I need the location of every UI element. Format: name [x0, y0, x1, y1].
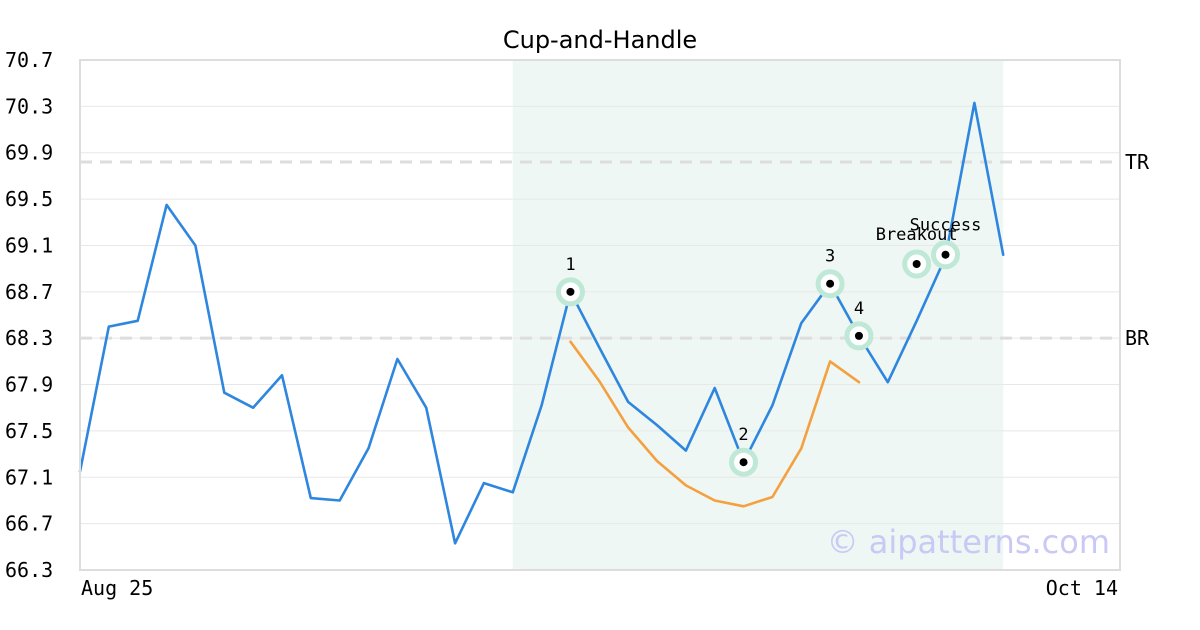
cup-curve-line	[569, 340, 861, 508]
pattern-point-label: 3	[825, 247, 835, 267]
price-line	[78, 101, 1005, 545]
y-tick-label: 67.1	[5, 465, 53, 489]
series-layer	[78, 101, 1005, 545]
y-tick-label: 69.5	[5, 187, 53, 211]
y-axis-ticks: 70.7 70.3 69.9 69.5 69.1 68.7 68.3 67.9 67.5 67.1…	[5, 48, 53, 582]
plot-frame	[79, 59, 1121, 571]
y-tick-label: 69.1	[5, 233, 53, 257]
y-tick-label: 66.3	[5, 558, 53, 582]
chart-title: Cup-and-Handle	[503, 26, 697, 54]
pattern-zone-layer	[512, 60, 1004, 570]
x-axis-ticks: Aug 25 Oct 14	[81, 576, 1118, 600]
x-tick-label: Oct 14	[1046, 576, 1118, 600]
pattern-point-label: 2	[738, 425, 748, 445]
y-tick-label: 70.7	[5, 48, 53, 72]
level-layer: TR BR	[80, 150, 1150, 350]
pattern-zone	[512, 60, 1004, 570]
pattern-point-dot	[566, 287, 575, 296]
y-tick-label: 67.9	[5, 373, 53, 397]
y-tick-label: 66.7	[5, 512, 53, 536]
y-tick-label: 68.3	[5, 326, 53, 350]
pattern-point-dot	[739, 458, 748, 467]
y-tick-label: 68.7	[5, 280, 53, 304]
pattern-point-dot	[912, 260, 921, 268]
watermark: © aipatterns.com	[827, 523, 1110, 561]
pattern-point-dot	[826, 279, 835, 288]
y-tick-label: 70.3	[5, 94, 53, 118]
pattern-point-label: 4	[854, 299, 864, 319]
pattern-point-label: Breakout	[876, 225, 958, 245]
pattern-point-dot	[941, 250, 950, 259]
pattern-point-label: 1	[565, 255, 575, 275]
level-label: BR	[1125, 326, 1150, 350]
level-label: TR	[1125, 150, 1150, 174]
pattern-point-label: Success	[910, 216, 982, 236]
pattern-point-dot	[854, 331, 863, 340]
y-tick-label: 69.9	[5, 141, 53, 165]
y-tick-label: 67.5	[5, 419, 53, 443]
x-tick-label: Aug 25	[81, 576, 153, 600]
